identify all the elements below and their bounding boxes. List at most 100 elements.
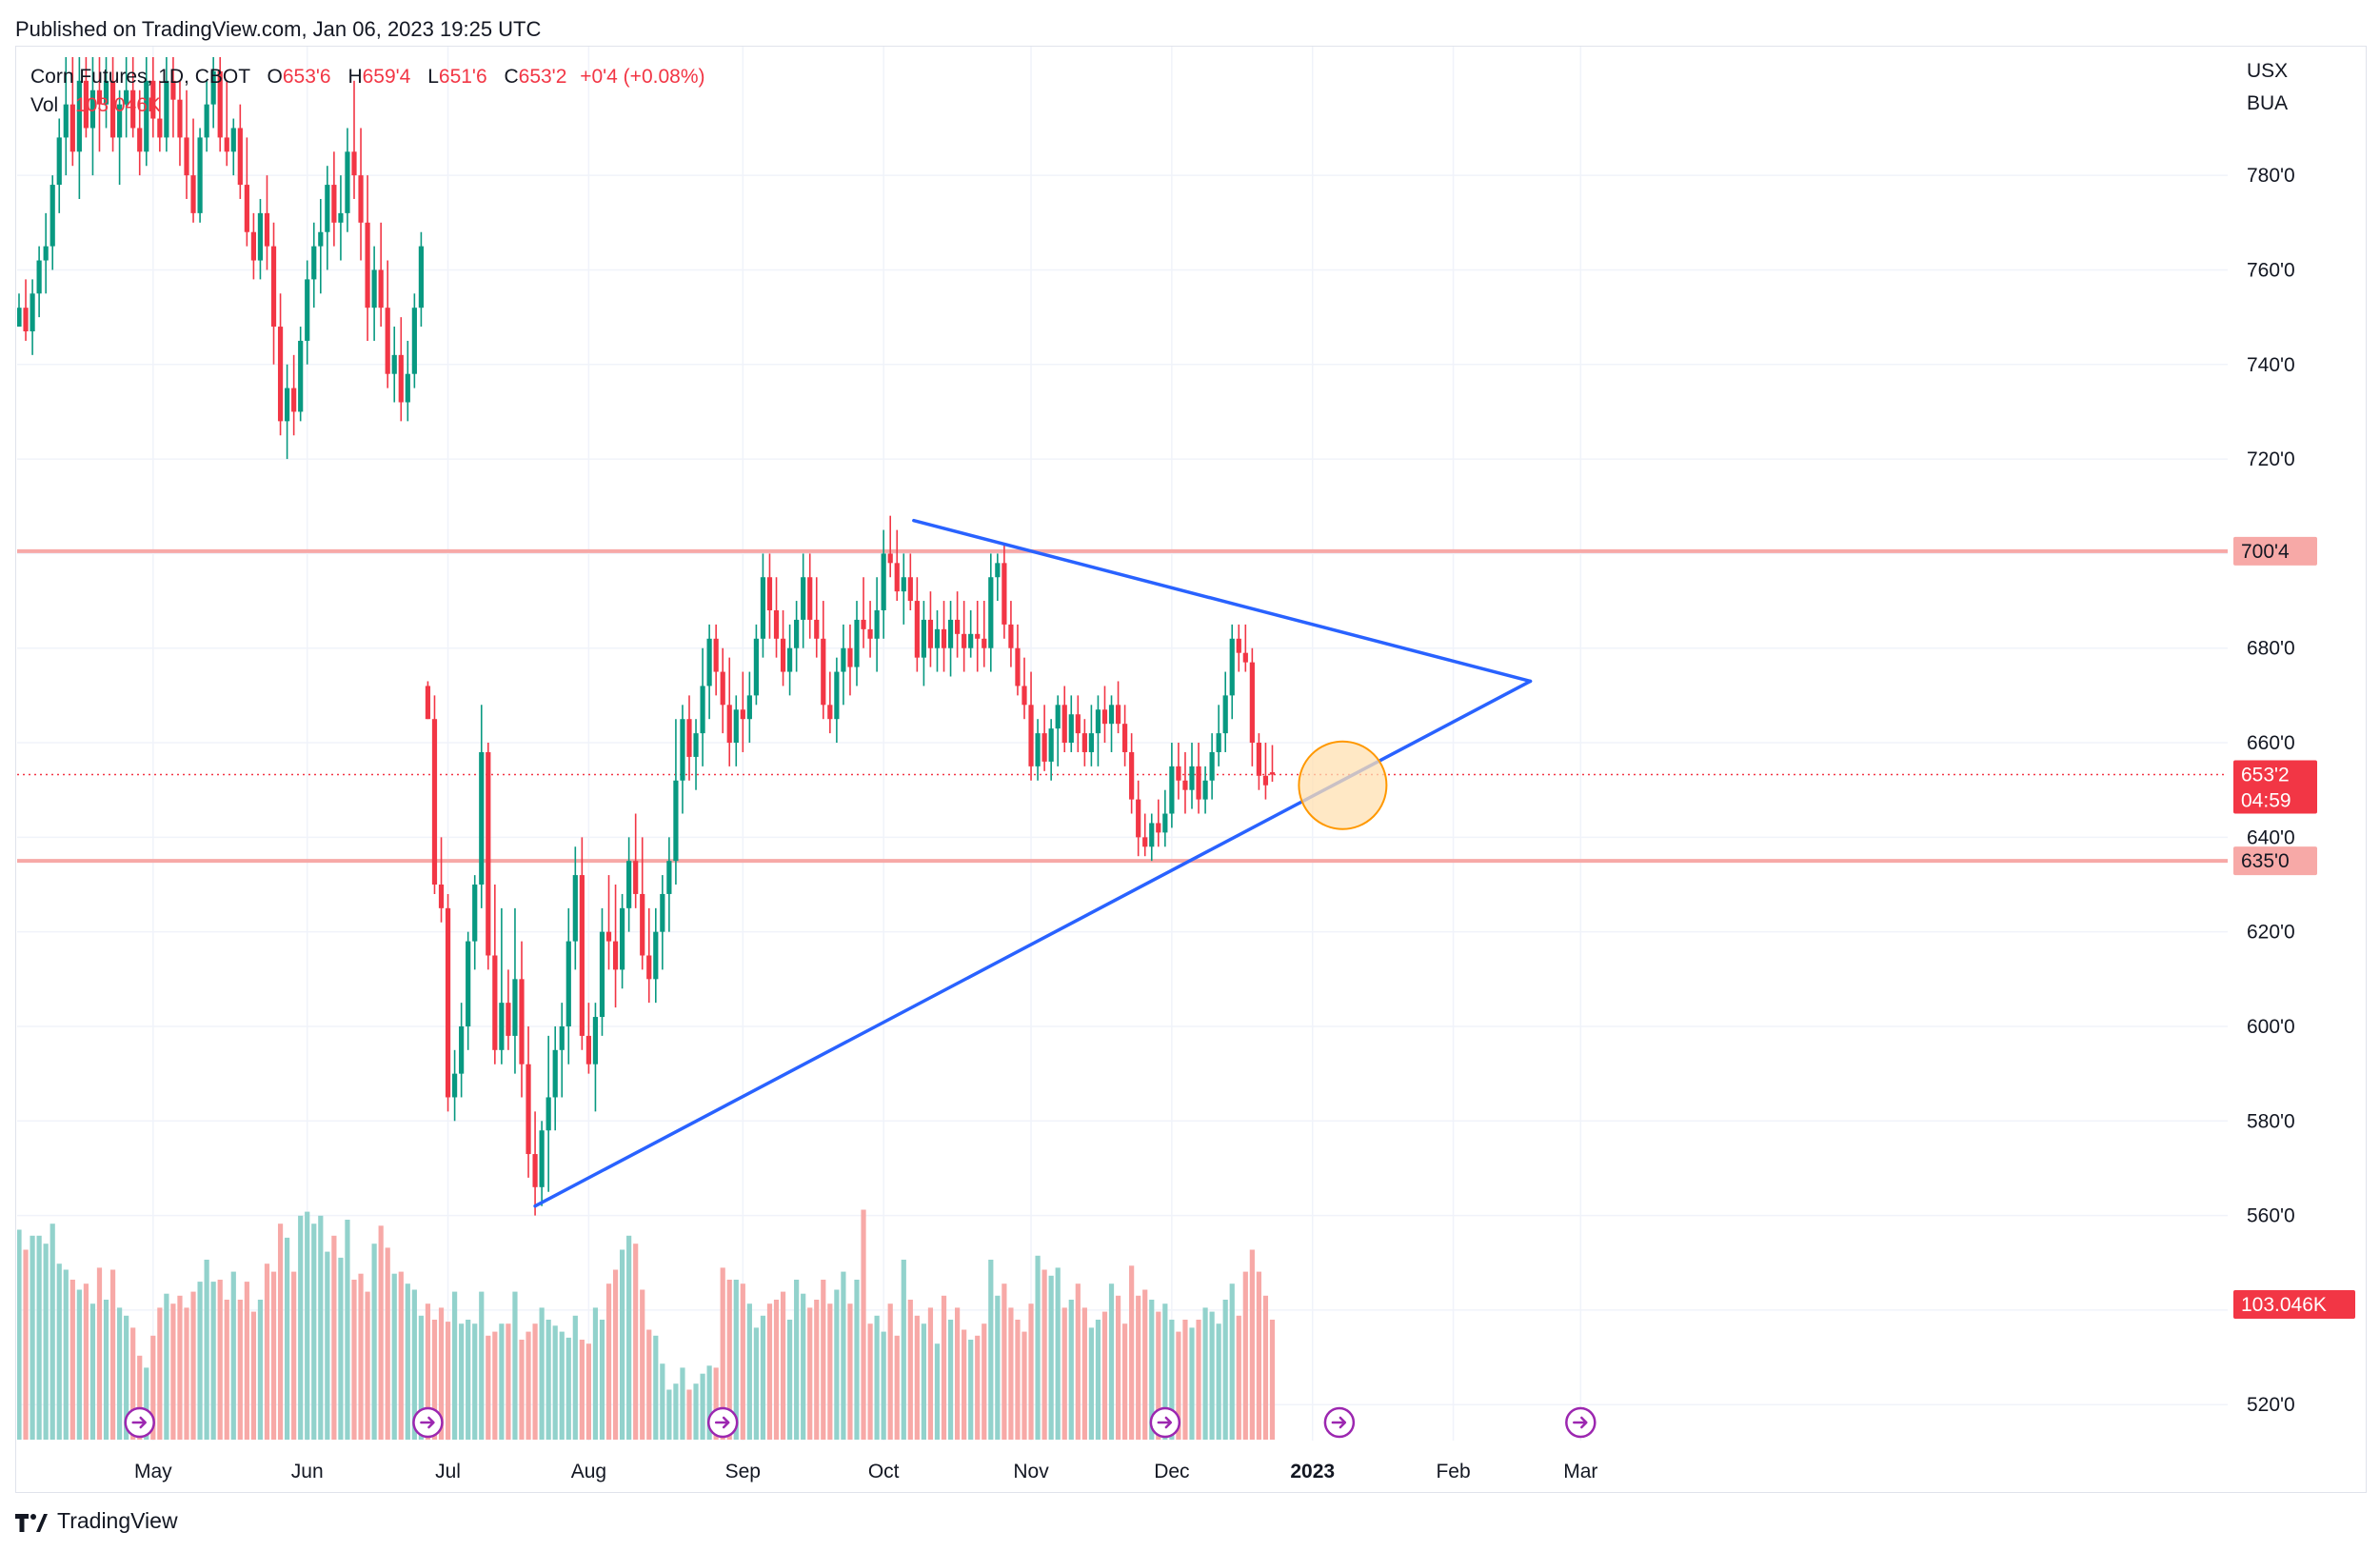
volume-bar	[934, 1343, 941, 1440]
candle-body	[1229, 638, 1235, 696]
volume-bar	[1041, 1269, 1047, 1440]
volume-bar	[311, 1224, 317, 1440]
candle-body	[733, 709, 739, 744]
candle-body	[1061, 705, 1067, 744]
candle-body	[1222, 695, 1228, 734]
candle-body	[968, 633, 974, 648]
volume-bar	[1149, 1300, 1155, 1440]
candle-body	[170, 80, 176, 100]
countdown-timer: 04:59	[2241, 790, 2291, 812]
candle	[841, 624, 846, 706]
candle	[250, 212, 256, 280]
candle	[69, 57, 75, 167]
candle	[807, 553, 813, 639]
volume-bar	[565, 1337, 571, 1440]
candle-body	[620, 907, 625, 970]
candle-body	[841, 647, 846, 672]
candle-body	[459, 1025, 465, 1074]
volume-bar	[962, 1329, 967, 1440]
candle-body	[1136, 799, 1141, 838]
candle-body	[821, 638, 826, 706]
candle	[626, 837, 632, 932]
volume-bar	[130, 1327, 136, 1440]
volume-bar	[760, 1315, 766, 1440]
candle-body	[653, 931, 659, 980]
candle-body	[545, 1097, 551, 1131]
candle	[539, 1121, 545, 1206]
time-tick-label: 2023	[1290, 1461, 1335, 1482]
volume-bar	[599, 1320, 605, 1440]
candle	[1242, 624, 1248, 672]
candle-body	[472, 885, 478, 942]
candle-body	[177, 99, 183, 138]
candle	[881, 529, 886, 639]
candle-body	[592, 1017, 599, 1065]
candle	[605, 875, 612, 970]
candle-body	[1162, 813, 1168, 833]
volume-bar	[746, 1303, 752, 1440]
candle-body	[466, 941, 471, 1026]
candle-body	[411, 308, 417, 374]
volume-bar	[680, 1367, 685, 1440]
candle-body	[585, 1035, 591, 1065]
candle	[545, 1035, 551, 1192]
candle	[1236, 624, 1241, 672]
candle	[358, 128, 364, 261]
candle	[452, 1049, 458, 1122]
candle	[746, 671, 752, 744]
candle-body	[814, 619, 820, 639]
candle	[693, 719, 699, 790]
candle-body	[612, 941, 619, 970]
volume-bar	[706, 1365, 712, 1440]
candle	[827, 671, 833, 734]
volume-bar	[157, 1307, 163, 1440]
candle	[599, 907, 605, 1036]
candle-body	[150, 80, 156, 119]
volume-bar	[612, 1269, 619, 1440]
candle	[1015, 624, 1021, 696]
candle-body	[713, 638, 719, 672]
volume-bar	[459, 1323, 465, 1440]
candle-body	[532, 1154, 538, 1187]
volume-bar	[995, 1295, 1001, 1440]
event-marker-icon	[1149, 1406, 1181, 1439]
candle-body	[345, 151, 350, 213]
candle	[1101, 686, 1108, 744]
volume-bar	[801, 1293, 806, 1440]
candle-body	[438, 885, 445, 908]
symbol-title[interactable]: Corn Futures, 1D, CBOT	[30, 66, 250, 88]
candle	[760, 553, 766, 658]
candle	[921, 601, 926, 686]
candle	[814, 577, 820, 658]
candle-body	[1269, 772, 1276, 775]
candle-body	[425, 686, 431, 720]
volume-bar	[686, 1389, 692, 1440]
volume-label: Vol	[30, 94, 59, 116]
volume-bar	[1015, 1320, 1021, 1440]
level-price-tag-bg	[2233, 846, 2317, 876]
volume-bar	[184, 1307, 189, 1440]
candle-body	[264, 212, 270, 247]
candle-body	[405, 373, 410, 403]
candle	[1142, 813, 1148, 857]
chart-frame[interactable]	[15, 46, 2367, 1493]
candle-body	[962, 633, 967, 648]
price-tick-label: 580'0	[2247, 1110, 2295, 1132]
volume-bar	[579, 1340, 585, 1440]
candle	[117, 90, 123, 186]
candle	[411, 293, 417, 388]
candle	[1095, 695, 1101, 766]
candle-body	[565, 941, 571, 1026]
candle	[36, 246, 42, 318]
candle	[137, 90, 143, 176]
candle	[76, 57, 82, 199]
candle	[338, 175, 344, 261]
candle	[109, 57, 116, 152]
candle-body	[318, 231, 324, 247]
candle	[150, 57, 156, 138]
candle	[285, 364, 290, 460]
last-price-tag-bg	[2233, 760, 2317, 814]
volume-bar	[318, 1215, 324, 1440]
volume-bar	[63, 1269, 69, 1440]
